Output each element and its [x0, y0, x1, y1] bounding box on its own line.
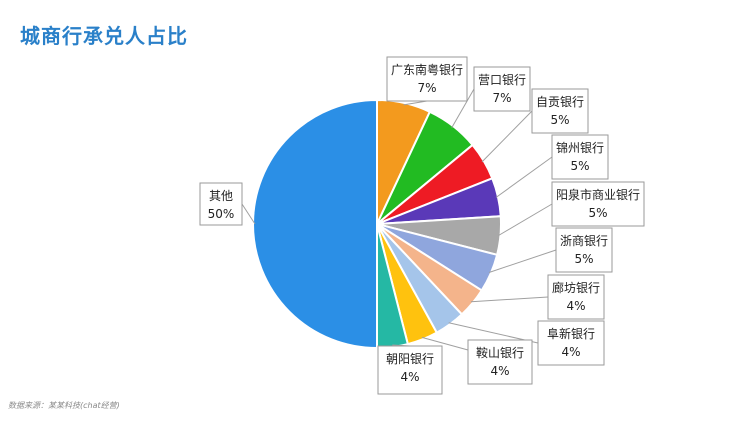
- slice-name: 锦州银行: [556, 141, 604, 155]
- slice-label-0: 广东南粤银行 7%: [386, 56, 468, 102]
- pie-slices: [252, 98, 503, 350]
- label-box: [555, 227, 613, 273]
- slice-name: 阜新银行: [547, 326, 595, 341]
- slice-label-9: 朝阳银行 4%: [377, 345, 443, 395]
- slice-percent: 4%: [400, 370, 419, 384]
- label-box: [377, 345, 443, 395]
- data-source-note: 数据来源：某某科技(chat经营): [8, 401, 120, 410]
- leader-line-4: [498, 203, 553, 236]
- slice-percent: 4%: [490, 364, 509, 378]
- chart-title: 城商行承兑人占比: [20, 24, 188, 48]
- slice-percent: 50%: [208, 207, 235, 221]
- slice-name: 朝阳银行: [386, 352, 434, 366]
- slice-label-1: 营口银行 7%: [473, 66, 531, 112]
- label-box: [537, 320, 605, 366]
- label-box: [531, 88, 589, 134]
- label-box: [199, 182, 243, 226]
- label-box: [467, 339, 533, 385]
- slice-name: 营口银行: [478, 73, 526, 87]
- slice-label-7: 阜新银行 4%: [537, 320, 605, 366]
- leader-line-5: [488, 249, 557, 273]
- slice-name: 浙商银行: [560, 233, 608, 248]
- pie-slice-10: [252, 98, 378, 350]
- slice-percent: 5%: [570, 159, 589, 173]
- slice-label-2: 自贡银行 5%: [531, 88, 589, 134]
- leader-line-0: [403, 100, 428, 106]
- slice-labels: 广东南粤银行 7% 营口银行 7% 自贡银行 5% 锦州银行 5% 阳泉市商业银行 5% 浙商银行 5…: [199, 56, 645, 395]
- slice-name: 自贡银行: [536, 95, 584, 109]
- slice-name: 廊坊银行: [552, 280, 600, 295]
- slice-name: 阳泉市商业银行: [556, 187, 640, 202]
- leader-line-10: [241, 203, 256, 225]
- slice-percent: 5%: [574, 252, 593, 266]
- slice-name: 鞍山银行: [476, 345, 524, 360]
- slice-percent: 7%: [492, 91, 511, 105]
- slice-label-5: 浙商银行 5%: [555, 227, 613, 273]
- slice-name: 广东南粤银行: [391, 62, 463, 77]
- label-box: [551, 181, 645, 227]
- slice-label-10: 其他 50%: [199, 182, 243, 226]
- slice-label-3: 锦州银行 5%: [551, 134, 609, 180]
- label-box: [551, 134, 609, 180]
- leader-line-8: [421, 336, 469, 351]
- slice-label-8: 鞍山银行 4%: [467, 339, 533, 385]
- slice-name: 其他: [209, 189, 233, 203]
- slice-percent: 7%: [417, 81, 436, 95]
- leader-line-6: [470, 296, 549, 303]
- label-box: [547, 274, 605, 320]
- slice-label-4: 阳泉市商业银行 5%: [551, 181, 645, 227]
- label-box: [386, 56, 468, 102]
- slice-percent: 4%: [566, 299, 585, 313]
- slice-label-6: 廊坊银行 4%: [547, 274, 605, 320]
- slice-percent: 5%: [588, 206, 607, 220]
- leader-line-1: [451, 88, 475, 128]
- label-box: [473, 66, 531, 112]
- slice-percent: 4%: [561, 345, 580, 359]
- leader-line-2: [481, 110, 533, 163]
- slice-percent: 5%: [550, 113, 569, 127]
- leader-line-3: [495, 156, 553, 198]
